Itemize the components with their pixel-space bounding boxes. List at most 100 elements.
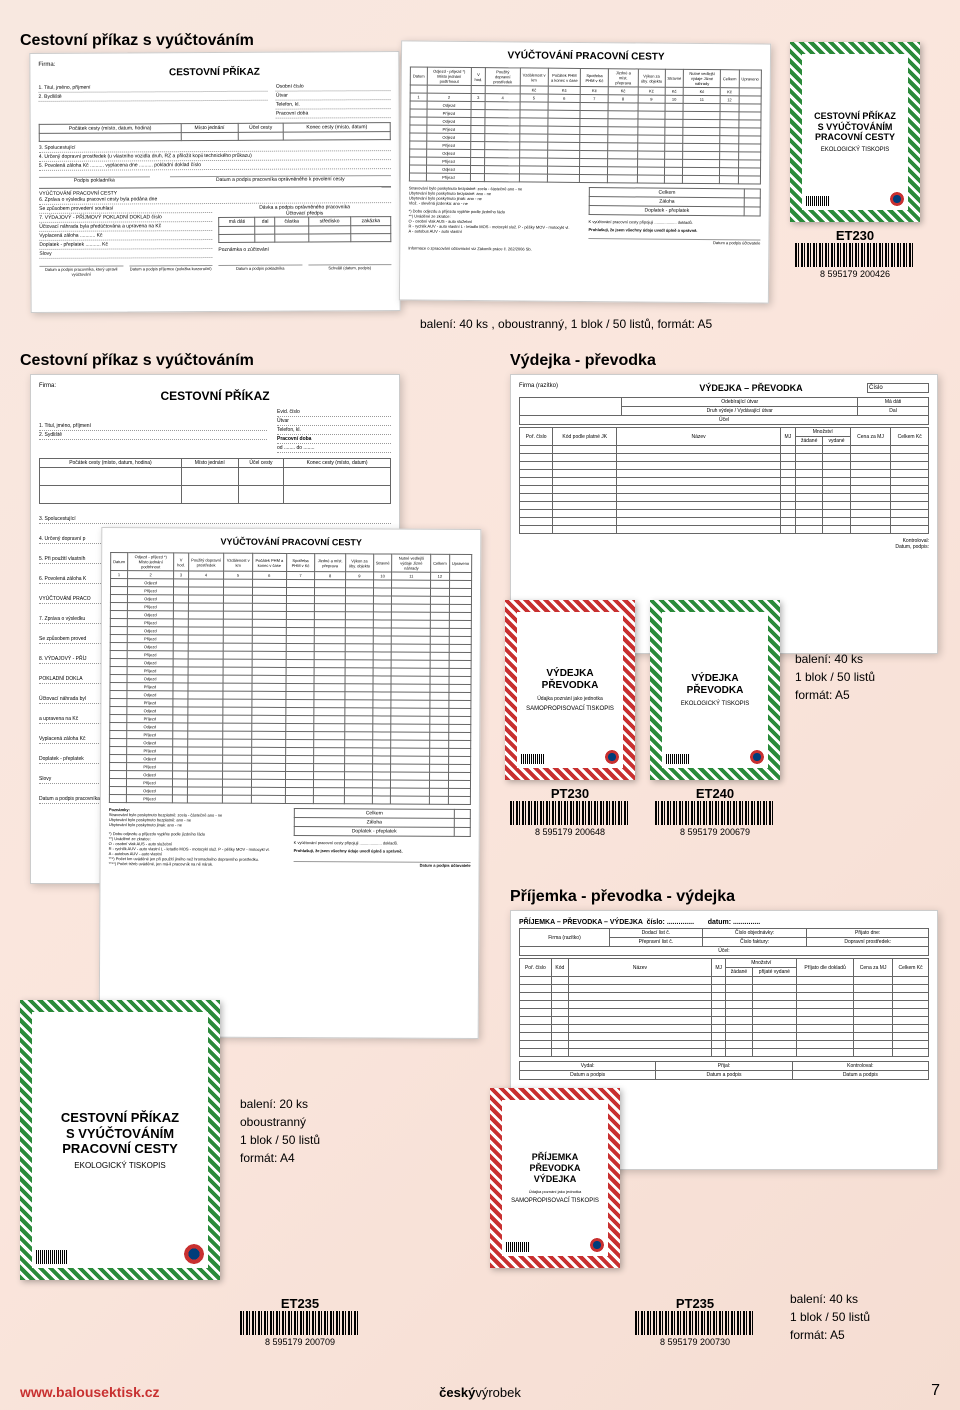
sig: Datum a podpis pokladníka xyxy=(218,265,302,276)
table-cell xyxy=(617,454,781,462)
table-cell xyxy=(392,596,431,604)
th: zakázka xyxy=(351,217,391,226)
table-cell xyxy=(795,446,823,454)
table-cell xyxy=(173,731,187,739)
th: Počátek PHM a konec v čase xyxy=(252,553,286,571)
form-line: 3. Spolucestující xyxy=(39,516,391,524)
table-cell: Odjezd xyxy=(127,691,174,699)
table-cell xyxy=(110,603,127,611)
td: Přijato dne: xyxy=(807,929,929,938)
table-cell xyxy=(252,611,286,619)
table-cell xyxy=(430,660,449,668)
sig-label: Podpis pokladníka xyxy=(39,176,150,184)
table-cell xyxy=(110,747,127,755)
table-cell xyxy=(617,510,781,518)
table-cell xyxy=(314,628,345,636)
table-cell xyxy=(568,1033,711,1041)
table-cell xyxy=(471,142,485,150)
table-cell xyxy=(795,478,823,486)
table-cell xyxy=(173,723,187,731)
form-vy-a4: VYÚČTOVÁNÍ PRACOVNÍ CESTY Datum Odjezd -… xyxy=(99,527,482,1039)
table-cell xyxy=(823,454,850,462)
table-cell xyxy=(223,707,251,715)
table-cell xyxy=(854,1025,893,1033)
table-cell xyxy=(795,470,823,478)
table-cell xyxy=(738,120,760,128)
table-cell xyxy=(373,628,392,636)
table-cell xyxy=(752,1033,796,1041)
table-cell xyxy=(251,795,285,803)
table-cell xyxy=(110,771,127,779)
table-cell xyxy=(638,111,665,119)
table-cell xyxy=(315,580,346,588)
th: má dáti xyxy=(219,217,256,226)
table-cell xyxy=(314,724,345,732)
barcode-icon xyxy=(506,1242,530,1252)
sig: Kontroloval: xyxy=(792,1062,928,1071)
table-cell xyxy=(850,502,891,510)
table-cell xyxy=(430,732,449,740)
table-cell xyxy=(187,707,223,715)
th: Celkem Kč xyxy=(891,428,929,446)
table-cell xyxy=(252,619,286,627)
table-cell: Příjezd xyxy=(127,635,174,643)
section3-title: Výdejka - převodka xyxy=(510,352,656,370)
table-cell xyxy=(720,104,739,112)
card-title: VÝDEJKA xyxy=(529,1174,580,1185)
table-cell xyxy=(430,604,449,612)
td: Druh výdeje xyxy=(707,408,734,414)
table-cell xyxy=(520,1017,552,1025)
table-cell xyxy=(314,780,345,788)
table-cell xyxy=(252,635,286,643)
table-cell xyxy=(780,502,795,510)
table-cell xyxy=(823,478,850,486)
label: Firma (razítko) xyxy=(519,383,635,393)
table-cell xyxy=(449,636,471,644)
table-cell xyxy=(187,731,223,739)
sku: PT230 xyxy=(505,786,635,801)
card-title: VÝDEJKA xyxy=(687,673,744,685)
table-cell xyxy=(638,127,665,135)
th: Odjezd - příjezd *) Místo jednání podtrh… xyxy=(127,553,174,571)
table-cell xyxy=(720,136,739,144)
th: Poř. číslo xyxy=(520,428,553,446)
table-cell xyxy=(553,518,617,526)
sig: Vydal: xyxy=(520,1062,656,1071)
table-cell xyxy=(568,993,711,1001)
table-cell xyxy=(448,700,470,708)
table-cell xyxy=(850,518,891,526)
table-cell xyxy=(187,755,223,763)
table-cell xyxy=(448,780,470,788)
table-cell xyxy=(372,724,391,732)
th: Název xyxy=(617,428,781,446)
table-cell xyxy=(110,667,127,675)
table-cell xyxy=(373,620,392,628)
table-cell xyxy=(174,627,188,635)
table-cell xyxy=(314,700,345,708)
th: Jízdné a míst. přeprava xyxy=(608,69,638,87)
table-cell xyxy=(252,603,286,611)
table-cell xyxy=(893,1041,929,1049)
sku: PT235 xyxy=(635,1296,755,1311)
table-cell xyxy=(372,756,391,764)
table-cell xyxy=(712,1017,726,1025)
table-cell xyxy=(431,580,450,588)
table-cell xyxy=(173,795,187,803)
table-cell xyxy=(373,700,392,708)
table-cell xyxy=(224,627,252,635)
table-cell xyxy=(780,510,795,518)
table-cell xyxy=(637,159,664,167)
table-cell xyxy=(795,518,823,526)
table-cell xyxy=(110,651,127,659)
table-cell xyxy=(187,723,223,731)
sig: Datum a podpis účtovatele xyxy=(294,861,471,868)
logo-icon xyxy=(184,1244,204,1264)
form-line: 1. Titul, jméno, příjmení xyxy=(38,84,267,93)
table-cell xyxy=(638,119,665,127)
table-cell xyxy=(174,619,188,627)
table-cell xyxy=(752,1009,796,1017)
table-cell xyxy=(285,739,314,747)
table-cell xyxy=(223,779,251,787)
table-cell xyxy=(345,668,373,676)
table-cell xyxy=(392,660,431,668)
